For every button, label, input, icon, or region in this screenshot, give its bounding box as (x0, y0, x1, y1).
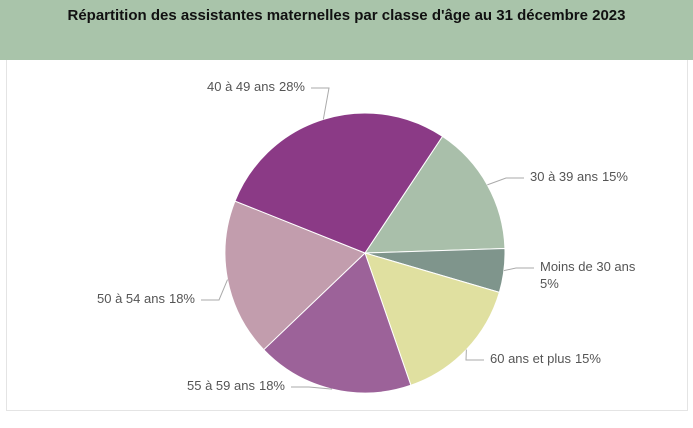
data-label: 40 à 49 ans 28% (207, 79, 305, 94)
leader-line (503, 267, 534, 272)
leader-line (201, 279, 229, 301)
category-label: 60 ans et plus (490, 351, 571, 366)
value-label: 18% (169, 291, 195, 306)
value-label: 18% (259, 378, 285, 393)
leader-line (465, 349, 484, 361)
data-label: 60 ans et plus 15% (490, 351, 601, 366)
category-label: 50 à 54 ans (97, 291, 165, 306)
value-label: 15% (575, 351, 601, 366)
chart-title: Répartition des assistantes maternelles … (67, 7, 626, 24)
value-label: 28% (279, 79, 305, 94)
leader-line (487, 177, 524, 186)
value-label: 15% (602, 169, 628, 184)
title-banner: Répartition des assistantes maternelles … (0, 0, 693, 60)
data-label: 50 à 54 ans 18% (97, 291, 195, 306)
pie-slice (364, 252, 500, 386)
pie-slice (224, 200, 366, 351)
pie-slice (263, 252, 412, 394)
category-label: Moins de 30 ans (540, 259, 636, 274)
chart-panel (6, 60, 688, 411)
category-label: 40 à 49 ans (207, 79, 275, 94)
leader-line (311, 87, 330, 120)
category-label: 55 à 59 ans (187, 378, 255, 393)
data-label: 30 à 39 ans 15% (530, 169, 628, 184)
data-label: 55 à 59 ans 18% (187, 378, 285, 393)
leader-line (291, 386, 333, 390)
category-label: 30 à 39 ans (530, 169, 598, 184)
value-label: 5% (540, 276, 559, 291)
data-label: Moins de 30 ans 5% (540, 259, 636, 291)
